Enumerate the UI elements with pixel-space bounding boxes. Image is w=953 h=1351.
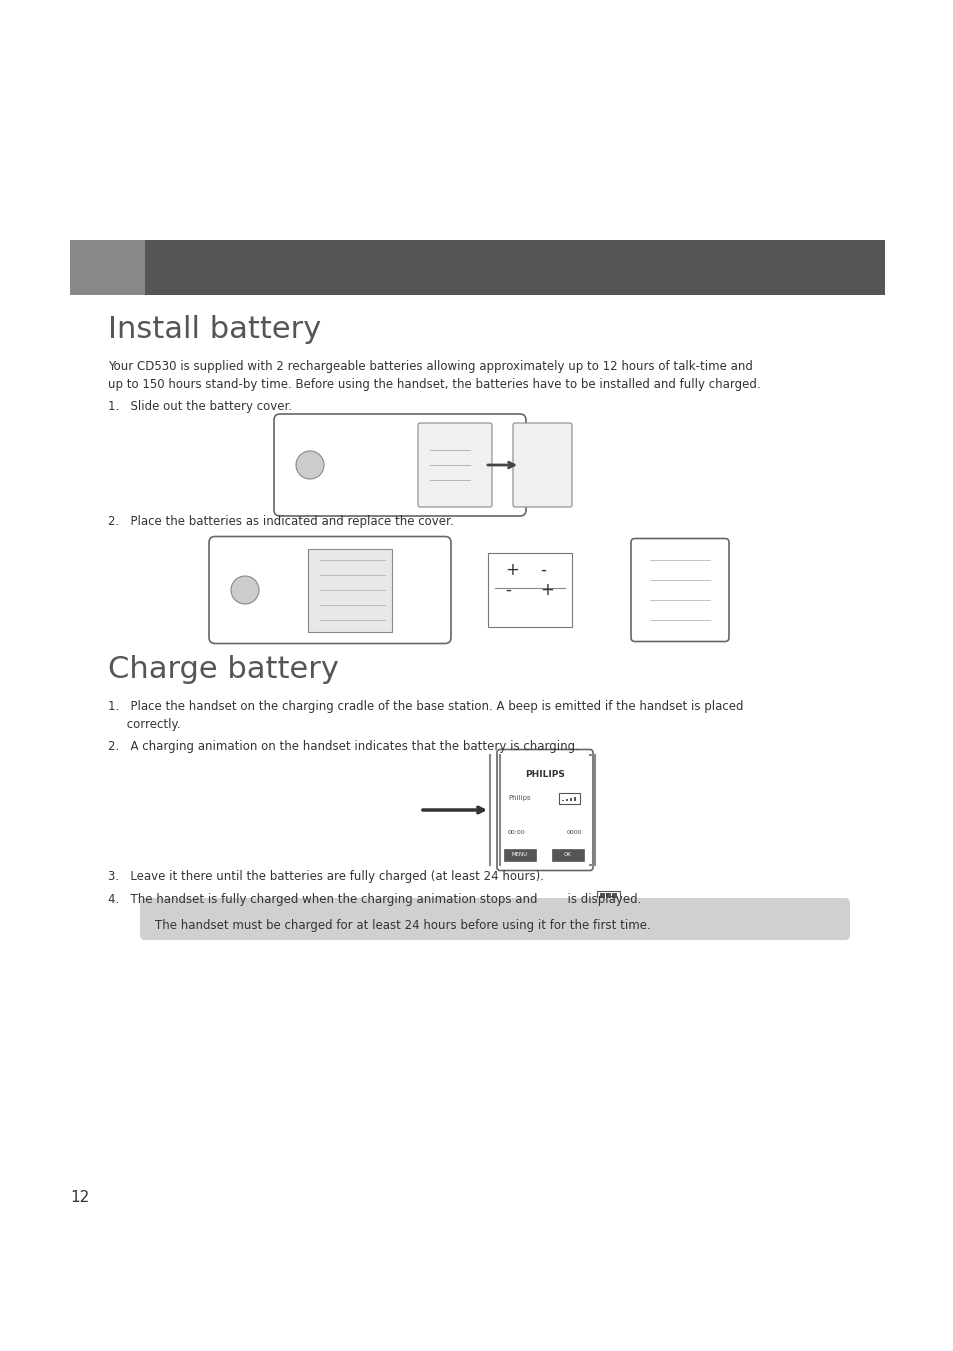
Text: PHILIPS: PHILIPS [524,770,564,780]
FancyBboxPatch shape [597,890,619,902]
FancyBboxPatch shape [552,848,583,861]
Text: 3.   Leave it there until the batteries are fully charged (at least 24 hours).: 3. Leave it there until the batteries ar… [108,870,543,884]
FancyBboxPatch shape [417,423,492,507]
Text: The handset must be charged for at least 24 hours before using it for the first : The handset must be charged for at least… [154,919,650,932]
Text: +: + [504,561,518,580]
Bar [574,797,576,801]
Bar [612,893,617,900]
Bar [599,893,604,900]
Text: Install: Install [476,309,552,334]
Text: 00:00: 00:00 [507,830,525,835]
FancyBboxPatch shape [145,240,884,295]
Text: 1.   Place the handset on the charging cradle of the base station. A beep is emi: 1. Place the handset on the charging cra… [108,700,742,731]
Text: -: - [504,581,511,598]
Text: MENU: MENU [512,851,528,857]
Text: 2.   A charging animation on the handset indicates that the battery is charging.: 2. A charging animation on the handset i… [108,740,578,753]
Text: OK: OK [563,851,571,857]
Text: 12: 12 [70,1190,90,1205]
FancyBboxPatch shape [630,539,728,642]
Text: +: + [539,581,554,598]
Text: EN: EN [93,313,120,331]
FancyBboxPatch shape [488,553,572,627]
Bar [561,800,564,801]
FancyBboxPatch shape [70,240,145,295]
Text: 2.   Place the batteries as indicated and replace the cover.: 2. Place the batteries as indicated and … [108,515,453,528]
FancyBboxPatch shape [209,536,451,643]
Text: Philips: Philips [507,794,530,801]
Bar [565,798,568,801]
Circle shape [231,576,258,604]
Text: 4.   The handset is fully charged when the charging animation stops and        i: 4. The handset is fully charged when the… [108,893,640,907]
FancyBboxPatch shape [308,549,392,631]
Bar [605,893,610,900]
FancyBboxPatch shape [503,848,536,861]
Text: Your CD530 is supplied with 2 rechargeable batteries allowing approximately up t: Your CD530 is supplied with 2 rechargeab… [108,359,760,390]
Text: -: - [539,561,545,580]
FancyBboxPatch shape [513,423,572,507]
Text: 0000: 0000 [566,830,581,835]
Text: 1.   Slide out the battery cover.: 1. Slide out the battery cover. [108,400,292,413]
FancyBboxPatch shape [497,750,593,870]
FancyBboxPatch shape [558,793,579,804]
Text: Charge battery: Charge battery [108,655,338,684]
FancyBboxPatch shape [140,898,849,940]
Circle shape [295,451,324,480]
Bar [569,797,572,801]
Text: Install battery: Install battery [108,315,321,345]
FancyBboxPatch shape [274,413,525,516]
